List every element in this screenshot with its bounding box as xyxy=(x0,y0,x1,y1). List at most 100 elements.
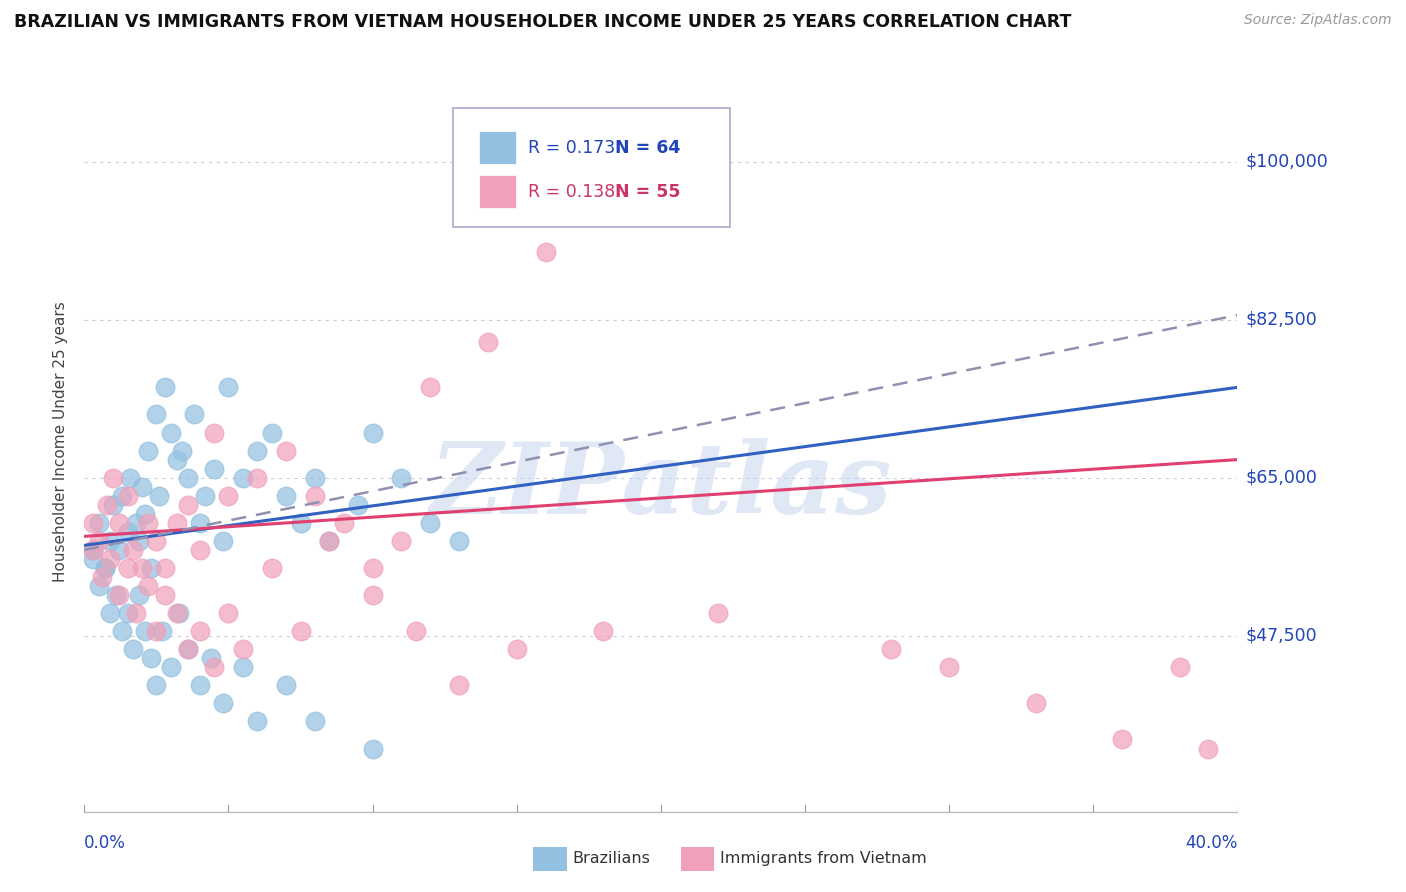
Point xyxy=(128,533,150,548)
Point xyxy=(188,624,211,639)
Point xyxy=(82,516,104,530)
Point xyxy=(160,660,183,674)
Text: Brazilians: Brazilians xyxy=(572,852,650,866)
Point xyxy=(177,642,200,657)
Point xyxy=(177,470,200,484)
Point xyxy=(117,561,139,575)
Point xyxy=(188,516,211,530)
Point xyxy=(93,561,115,575)
Point xyxy=(202,425,225,440)
Point xyxy=(211,697,233,711)
Point xyxy=(318,533,340,548)
Point xyxy=(136,516,159,530)
Point xyxy=(419,380,441,394)
Point xyxy=(122,542,145,557)
Point xyxy=(361,425,384,440)
Text: $47,500: $47,500 xyxy=(1246,627,1317,645)
Text: R = 0.173: R = 0.173 xyxy=(529,138,616,157)
Point xyxy=(880,642,903,657)
Point xyxy=(134,624,156,639)
Text: N = 55: N = 55 xyxy=(614,183,681,201)
Text: BRAZILIAN VS IMMIGRANTS FROM VIETNAM HOUSEHOLDER INCOME UNDER 25 YEARS CORRELATI: BRAZILIAN VS IMMIGRANTS FROM VIETNAM HOU… xyxy=(14,13,1071,31)
Point xyxy=(108,516,131,530)
Point xyxy=(218,489,240,503)
Point xyxy=(707,606,730,620)
Point xyxy=(1198,741,1220,756)
Point xyxy=(125,516,148,530)
Point xyxy=(449,678,471,692)
Point xyxy=(304,714,326,729)
Point xyxy=(117,606,139,620)
Point xyxy=(153,561,176,575)
Point xyxy=(506,642,529,657)
Point xyxy=(153,380,176,394)
Point xyxy=(166,516,188,530)
Point xyxy=(125,606,148,620)
Text: R = 0.138: R = 0.138 xyxy=(529,183,616,201)
Point xyxy=(347,498,370,512)
Point xyxy=(419,516,441,530)
Point xyxy=(103,470,124,484)
Point xyxy=(131,480,153,494)
Point xyxy=(136,579,159,593)
Point xyxy=(166,452,188,467)
Point xyxy=(318,533,340,548)
Point xyxy=(361,588,384,602)
Point xyxy=(82,542,104,557)
Point xyxy=(160,425,183,440)
Point xyxy=(87,579,110,593)
Point xyxy=(150,624,173,639)
Point xyxy=(200,651,222,665)
Text: $82,500: $82,500 xyxy=(1246,310,1317,328)
Point xyxy=(128,588,150,602)
Point xyxy=(139,561,162,575)
Point xyxy=(391,470,413,484)
Point xyxy=(87,516,110,530)
Point xyxy=(361,741,384,756)
Point xyxy=(117,489,139,503)
Text: N = 64: N = 64 xyxy=(614,138,681,157)
Point xyxy=(188,542,211,557)
Point xyxy=(534,244,557,259)
Point xyxy=(202,660,225,674)
Point xyxy=(183,408,205,422)
Text: 40.0%: 40.0% xyxy=(1185,834,1237,852)
Point xyxy=(391,533,413,548)
Y-axis label: Householder Income Under 25 years: Householder Income Under 25 years xyxy=(53,301,69,582)
Point xyxy=(153,588,176,602)
Point xyxy=(117,524,139,539)
Text: 0.0%: 0.0% xyxy=(84,834,127,852)
Point xyxy=(232,470,254,484)
Point xyxy=(90,570,112,584)
Point xyxy=(290,516,312,530)
Point xyxy=(304,470,326,484)
Point xyxy=(194,489,217,503)
Point xyxy=(405,624,427,639)
Point xyxy=(108,588,131,602)
Point xyxy=(169,606,191,620)
Point xyxy=(134,507,156,521)
Point xyxy=(96,498,118,512)
Point xyxy=(166,606,188,620)
Bar xyxy=(478,130,516,164)
Point xyxy=(246,443,269,458)
Bar xyxy=(478,175,516,209)
Point xyxy=(172,443,194,458)
Point xyxy=(131,561,153,575)
Text: Source: ZipAtlas.com: Source: ZipAtlas.com xyxy=(1244,13,1392,28)
Text: $100,000: $100,000 xyxy=(1246,153,1329,170)
Point xyxy=(93,561,115,575)
Text: Immigrants from Vietnam: Immigrants from Vietnam xyxy=(720,852,927,866)
Point xyxy=(218,380,240,394)
Point xyxy=(211,533,233,548)
Point xyxy=(938,660,960,674)
Point xyxy=(276,678,298,692)
Point xyxy=(449,533,471,548)
Point xyxy=(98,552,121,566)
Point xyxy=(145,678,167,692)
Point xyxy=(1111,732,1133,747)
FancyBboxPatch shape xyxy=(453,108,730,227)
Point xyxy=(304,489,326,503)
Point xyxy=(290,624,312,639)
Point xyxy=(111,489,134,503)
